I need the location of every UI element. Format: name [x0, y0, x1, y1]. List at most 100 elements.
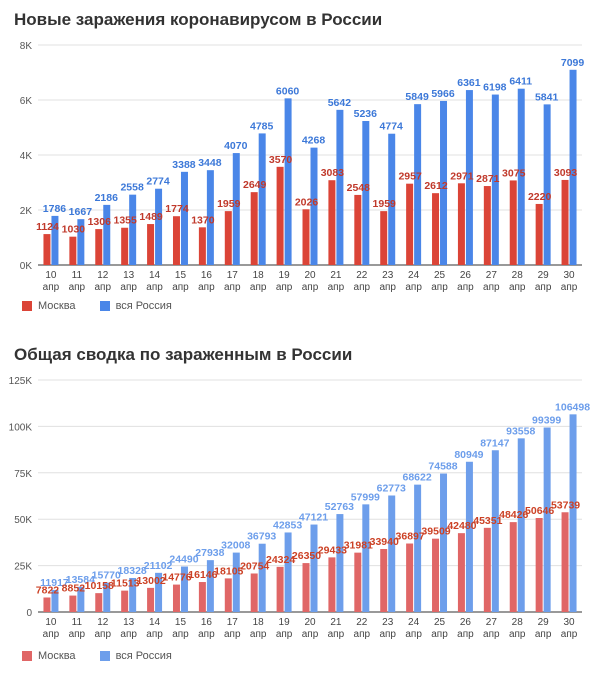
chart2-data-label-moscow: 53739 — [551, 499, 580, 511]
chart1-xtick-label: апр — [224, 282, 241, 293]
chart1-xtick-label: апр — [250, 282, 267, 293]
chart1-xtick-label: апр — [198, 282, 215, 293]
chart2-ytick-label: 100K — [9, 422, 33, 433]
chart2-bar-moscow — [380, 549, 388, 612]
chart2-xtick-label: 13 — [123, 617, 135, 628]
chart1-xtick-label: апр — [379, 282, 396, 293]
chart2-bar-moscow — [432, 538, 440, 612]
chart1-data-label-moscow: 3083 — [321, 167, 345, 179]
chart2-bar-moscow — [43, 597, 51, 612]
chart2-bar-russia — [569, 414, 577, 612]
chart1-bar-russia — [336, 109, 344, 265]
chart1-legend-swatch-moscow — [22, 301, 32, 311]
chart1-xtick-label: апр — [354, 282, 371, 293]
chart2-bar-moscow — [198, 582, 206, 612]
chart2-bar-russia — [414, 484, 422, 612]
chart1-ytick-label: 6K — [20, 96, 33, 107]
chart2-data-label-russia: 74588 — [428, 461, 457, 473]
chart2-data-label-russia: 21102 — [144, 560, 173, 572]
chart2-data-label-moscow: 39509 — [421, 526, 450, 538]
chart2-xtick-label: 10 — [45, 617, 57, 628]
chart2-bar-russia — [362, 504, 370, 612]
chart1-bar-moscow — [276, 166, 284, 265]
chart2-data-label-moscow: 14776 — [162, 572, 191, 584]
chart2-data-label-moscow: 48426 — [499, 509, 528, 521]
chart1-data-label-moscow: 3075 — [502, 167, 526, 179]
chart1-bar-moscow — [509, 180, 517, 265]
chart1-bar-moscow — [457, 183, 465, 265]
chart1-data-label-russia: 2558 — [120, 182, 144, 194]
chart2-data-label-russia: 47121 — [299, 512, 328, 524]
chart2-legend-label-russia: вся Россия — [115, 650, 172, 662]
chart2-bar-moscow — [509, 522, 517, 612]
chart2-bar-moscow — [406, 543, 414, 612]
chart1-data-label-moscow: 1959 — [373, 198, 397, 210]
chart1-data-label-moscow: 1489 — [139, 211, 163, 223]
chart2-legend-label-moscow: Москва — [38, 650, 76, 662]
chart1-data-label-moscow: 1959 — [217, 198, 241, 210]
chart1-data-label-russia: 5849 — [405, 91, 429, 103]
chart2-data-label-moscow: 24324 — [266, 554, 295, 566]
chart2-data-label-russia: 87147 — [480, 437, 509, 449]
chart2-xtick-label: 17 — [227, 617, 239, 628]
chart1-bar-russia — [103, 204, 111, 265]
chart2-xtick-label: 22 — [356, 617, 368, 628]
chart1-xtick-label: 16 — [201, 270, 213, 281]
chart2-data-label-russia: 106498 — [555, 401, 590, 413]
chart1-data-label-moscow: 1124 — [36, 221, 59, 233]
chart2-data-label-russia: 13584 — [66, 574, 95, 586]
chart2-data-label-moscow: 36897 — [396, 531, 425, 543]
chart2-xtick-label: апр — [328, 629, 345, 640]
chart2-bar-russia — [491, 450, 499, 612]
chart2-data-label-moscow: 50646 — [525, 505, 554, 517]
chart2-xtick-label: 19 — [279, 617, 291, 628]
chart2-xtick-label: 24 — [408, 617, 420, 628]
chart2-xtick-label: апр — [302, 629, 319, 640]
chart1-xtick-label: апр — [509, 282, 526, 293]
chart1-data-label-russia: 5966 — [431, 88, 455, 100]
chart2-xtick-label: апр — [483, 629, 500, 640]
chart1-xtick-label: апр — [561, 282, 578, 293]
chart2-xtick-label: апр — [535, 629, 552, 640]
chart1-legend-label-russia: вся Россия — [115, 300, 172, 312]
chart1-data-label-moscow: 2871 — [476, 173, 500, 185]
chart1-data-label-russia: 2186 — [95, 192, 119, 204]
chart2-bar-moscow — [276, 566, 284, 612]
chart1-xtick-label: апр — [535, 282, 552, 293]
chart1-bar-moscow — [483, 186, 491, 265]
chart2-data-label-russia: 32008 — [221, 540, 250, 552]
chart1-data-label-russia: 4785 — [250, 120, 274, 132]
chart1-xtick-label: 10 — [45, 270, 57, 281]
chart1-xtick-label: 27 — [486, 270, 498, 281]
chart2-xtick-label: апр — [431, 629, 448, 640]
chart2-xtick-label: апр — [198, 629, 215, 640]
chart1-xtick-label: апр — [69, 282, 86, 293]
chart2-bar-moscow — [302, 563, 310, 612]
chart2-xtick-label: 12 — [97, 617, 109, 628]
chart2-bar-moscow — [224, 578, 232, 612]
chart1-data-label-russia: 5642 — [328, 97, 352, 109]
chart2-data-label-moscow: 8852 — [62, 583, 86, 595]
chart2-bar-russia — [206, 560, 214, 612]
chart2-bar-moscow — [457, 533, 465, 612]
chart2-ytick-label: 75K — [14, 469, 32, 480]
chart2-xtick-label: 28 — [512, 617, 524, 628]
chart2-data-label-russia: 68622 — [403, 472, 432, 484]
chart1-bar-moscow — [302, 209, 310, 265]
chart1-bar-russia — [414, 104, 422, 265]
chart1-bar-moscow — [95, 229, 103, 265]
chart1-xtick-label: апр — [405, 282, 422, 293]
chart1-data-label-moscow: 2957 — [398, 171, 422, 183]
chart2-bar-russia — [129, 577, 137, 612]
chart2-plot: 025K50K75K100K125K78221191710апр88521358… — [9, 376, 591, 640]
chart1-data-label-moscow: 2220 — [528, 191, 552, 203]
chart1-xtick-label: апр — [276, 282, 293, 293]
chart1-data-label-moscow: 1774 — [165, 203, 189, 215]
chart1-data-label-moscow: 3570 — [269, 154, 293, 166]
chart2-data-label-russia: 80949 — [454, 449, 483, 461]
chart1-bar-russia — [310, 147, 318, 265]
chart1-bar-russia — [440, 100, 448, 265]
chart1-bar-moscow — [69, 236, 77, 265]
chart1-data-label-russia: 6198 — [483, 82, 507, 94]
chart1-data-label-russia: 6060 — [276, 85, 300, 97]
